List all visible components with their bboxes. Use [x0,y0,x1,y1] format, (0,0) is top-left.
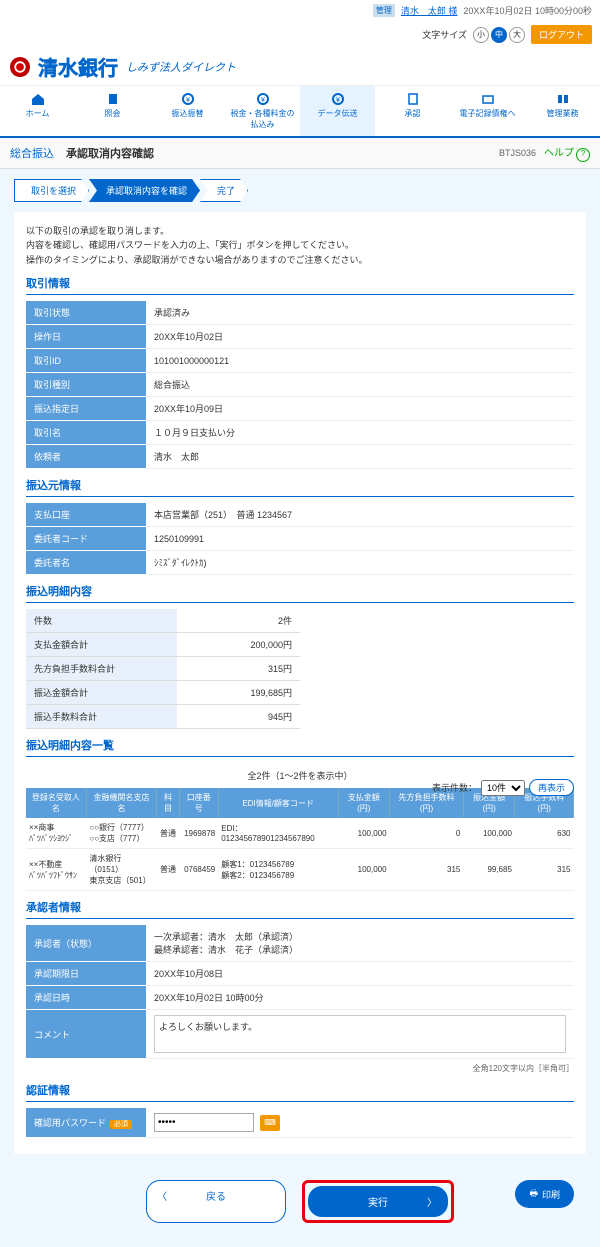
list-count: 全2件（1～2件を表示中） [247,771,352,781]
nav-tax[interactable]: ¥税金・各種料金の払込み [225,86,300,136]
rows-select[interactable]: 10件 [481,780,525,796]
summary-table: 件数2件 支払金額合計200,000円 先方負担手数料合計315円 振込金額合計… [26,609,300,729]
action-bar: 〈戻る 実行〉 🖶印刷 [14,1166,586,1237]
section-list: 振込明細内容一覧 [26,737,574,757]
nav-data[interactable]: ¥データ伝送 [300,86,375,136]
required-badge: 必須 [110,1120,132,1129]
intro-line3: 操作のタイミングにより、承認取消ができない場合がありますのでご注意ください。 [26,253,574,267]
nav-inquiry[interactable]: 照会 [75,86,150,136]
screen-code: BTJS036 [499,148,536,158]
font-size-bar: 文字サイズ 小 中 大 ログアウト [0,21,600,48]
nav-home[interactable]: ホーム [0,86,75,136]
logo-text: 清水銀行 [38,52,118,81]
password-input[interactable] [154,1113,254,1132]
logo-row: 清水銀行 しみず法人ダイレクト [0,48,600,85]
section-trade: 取引情報 [26,275,574,295]
source-table: 支払口座本店営業部（251） 普通 1234567 委託者コード12501099… [26,503,574,575]
rows-label: 表示件数： [432,781,477,794]
nav-transfer[interactable]: ¥振込振替 [150,86,225,136]
timestamp: 20XX年10月02日 10時00分00秒 [463,4,592,17]
font-size-label: 文字サイズ [422,28,467,41]
approver-table: 承認者（状態）一次承認者：清水 太郎（承認済）最終承認者：清水 花子（承認済） … [26,925,574,1059]
comment-note: 全角120文字以内［半角可］ [26,1063,574,1074]
auth-table: 確認用パスワード必須 ⌨ [26,1108,574,1138]
font-size-medium[interactable]: 中 [491,27,507,43]
font-size-small[interactable]: 小 [473,27,489,43]
font-size-large[interactable]: 大 [509,27,525,43]
breadcrumb: 総合振込 承認取消内容確認 BTJS036 ヘルプ [0,138,600,169]
svg-text:¥: ¥ [336,97,340,104]
execute-button[interactable]: 実行〉 [308,1186,448,1217]
section-source: 振込元情報 [26,477,574,497]
print-button[interactable]: 🖶印刷 [515,1180,574,1208]
section-summary: 振込明細内容 [26,583,574,603]
intro-line2: 内容を確認し、確認用パスワードを入力の上、「実行」ボタンを押してください。 [26,238,574,252]
step-1: 取引を選択 [14,179,89,202]
back-button[interactable]: 〈戻る [146,1180,286,1223]
section-auth: 認証情報 [26,1082,574,1102]
top-bar: 管理 清水 太郎 様 20XX年10月02日 10時00分00秒 [0,0,600,21]
user-name[interactable]: 清水 太郎 様 [401,4,458,17]
main-nav: ホーム 照会 ¥振込振替 ¥税金・各種料金の払込み ¥データ伝送 承認 電子記録… [0,85,600,138]
print-icon: 🖶 [529,1186,538,1202]
logo-icon [10,57,30,77]
step-3: 完了 [200,179,248,202]
table-row: ××商事ﾊﾞﾂﾊﾞﾂｼﾖｳｼﾞ ○○銀行（7777）○○支店（777） 普通19… [26,818,574,849]
redisplay-button[interactable]: 再表示 [529,779,574,796]
logo-subtitle: しみず法人ダイレクト [126,59,236,75]
comment-box[interactable]: よろしくお願いします。 [154,1015,566,1053]
step-2: 承認取消内容を確認 [89,179,200,202]
nav-admin[interactable]: 管理業務 [525,86,600,136]
nav-approve[interactable]: 承認 [375,86,450,136]
section-approver: 承認者情報 [26,899,574,919]
software-keyboard-icon[interactable]: ⌨ [260,1115,280,1131]
svg-text:¥: ¥ [186,97,190,104]
svg-text:¥: ¥ [261,97,265,104]
nav-densai[interactable]: 電子記録債権へ [450,86,525,136]
trade-table: 取引状態承認済み 操作日20XX年10月02日 取引ID101001000000… [26,301,574,469]
crumb-category: 総合振込 [10,145,54,161]
logout-button[interactable]: ログアウト [531,25,592,44]
mgr-badge: 管理 [373,4,395,17]
help-link[interactable]: ヘルプ [544,144,590,162]
step-indicator: 取引を選択 承認取消内容を確認 完了 [14,179,586,202]
table-row: ××不動産ﾊﾞﾂﾊﾞﾂﾌﾄﾞｳｻﾝ 清水銀行（0151）東京支店（501） 普通… [26,849,574,891]
detail-table: 登録名受取人名金融機関名支店名科目口座番号EDI情報/顧客コード支払金額(円)先… [26,788,574,891]
intro-line1: 以下の取引の承認を取り消します。 [26,224,574,238]
page-title: 承認取消内容確認 [66,145,154,161]
